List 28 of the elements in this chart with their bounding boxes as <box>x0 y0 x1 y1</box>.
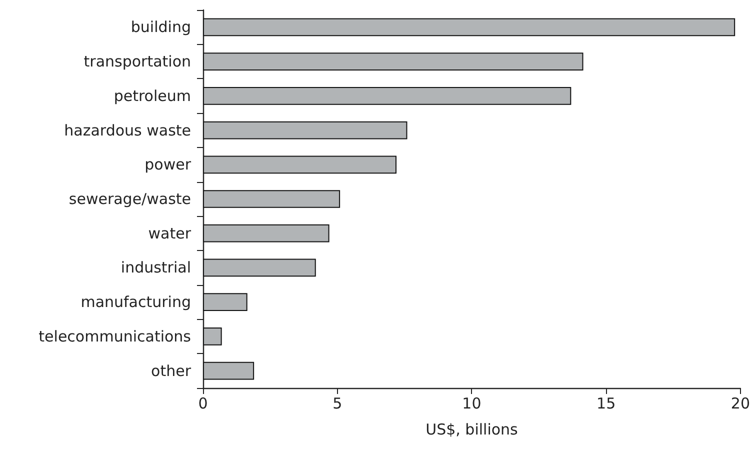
y-tick-label: power <box>144 156 192 174</box>
y-tick-label: manufacturing <box>80 293 191 312</box>
bar <box>203 18 736 36</box>
y-tick-label: hazardous waste <box>64 121 191 140</box>
bar <box>203 258 316 277</box>
y-tick-label: water <box>148 224 192 242</box>
bar <box>203 86 572 105</box>
y-tick-label: building <box>130 18 191 36</box>
x-tick-label: 0 <box>198 394 208 412</box>
x-tick-label: 10 <box>462 394 482 412</box>
bar <box>203 190 340 208</box>
x-tick-label: 20 <box>730 394 750 412</box>
y-tick-label: telecommunications <box>38 327 192 346</box>
x-tick-label: 15 <box>596 394 616 412</box>
bar <box>203 328 222 346</box>
x-axis-title: US$, billions <box>426 420 518 438</box>
bar <box>203 121 408 140</box>
x-tick-label: 5 <box>332 394 342 412</box>
bar <box>203 293 248 312</box>
bar <box>203 52 584 70</box>
bar <box>203 224 330 242</box>
y-tick-label: other <box>151 362 192 380</box>
y-tick-label: industrial <box>120 258 191 277</box>
y-tick-label: sewerage/waste <box>68 190 191 208</box>
bar <box>203 156 396 174</box>
y-tick-label: petroleum <box>114 86 191 105</box>
y-tick-label: transportation <box>84 52 191 71</box>
bar <box>203 362 254 380</box>
